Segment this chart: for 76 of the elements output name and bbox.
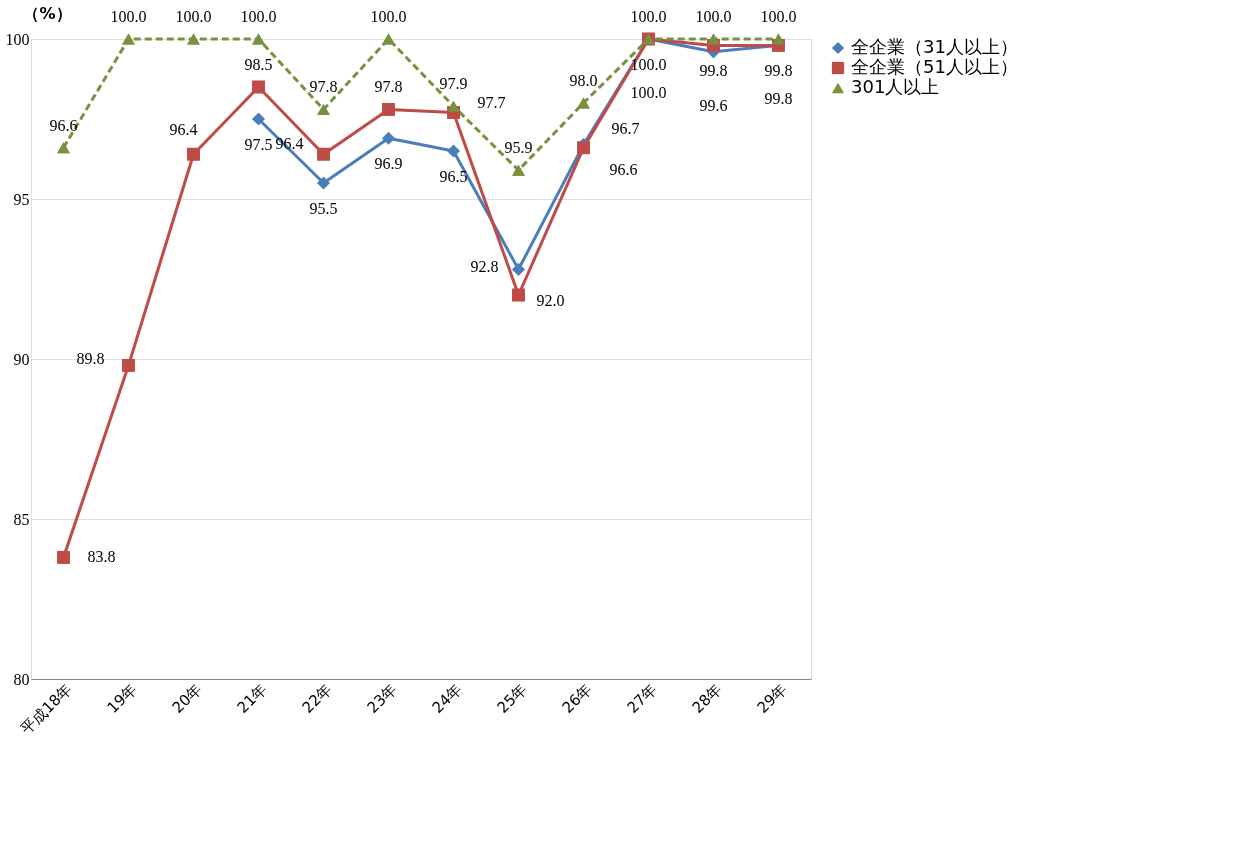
point <box>512 164 525 176</box>
point <box>772 33 785 45</box>
data-label: 100.0 <box>695 8 732 25</box>
data-label: 92.0 <box>536 292 565 309</box>
point <box>317 103 330 115</box>
point <box>512 288 525 302</box>
y-tick-label: 80 <box>13 670 30 688</box>
data-label: 98.0 <box>569 72 598 89</box>
y-tick-label: 95 <box>13 190 30 208</box>
point <box>187 147 200 161</box>
data-label: 96.7 <box>611 119 640 137</box>
data-label: 100.0 <box>630 84 667 101</box>
data-label: 97.8 <box>309 78 338 96</box>
x-tick-label: 22年 <box>298 680 336 717</box>
point <box>122 359 135 372</box>
data-label: 98.5 <box>244 56 273 73</box>
x-tick-label: 27年 <box>623 680 661 717</box>
legend-label: 301人以上 <box>851 76 940 97</box>
point <box>252 112 265 126</box>
data-label: 96.9 <box>374 155 403 173</box>
point <box>382 131 395 145</box>
data-label: 100.0 <box>370 8 407 25</box>
x-tick-label: 26年 <box>558 680 596 717</box>
point <box>317 176 330 190</box>
y-tick-label: 90 <box>13 350 30 368</box>
data-label: 97.8 <box>374 78 403 96</box>
data-label: 100.0 <box>760 8 797 25</box>
data-label: 97.9 <box>439 75 468 93</box>
point <box>57 551 70 564</box>
y-tick-label: 85 <box>13 510 30 528</box>
data-label: 100.0 <box>630 8 667 25</box>
data-label: 100.0 <box>630 56 667 73</box>
data-label: 96.5 <box>439 168 468 185</box>
data-label: 83.8 <box>87 548 116 566</box>
point <box>577 141 590 155</box>
x-tick-label: 24年 <box>428 680 466 717</box>
point <box>577 97 590 109</box>
data-label: 96.6 <box>609 160 638 178</box>
point <box>512 263 525 276</box>
point <box>707 33 720 45</box>
data-label: 99.8 <box>764 90 793 108</box>
x-tick-label: 23年 <box>363 680 401 717</box>
x-tick-label: 29年 <box>753 680 791 717</box>
point <box>382 33 395 45</box>
data-label: 95.5 <box>309 200 338 217</box>
point <box>122 33 135 45</box>
data-label: 96.4 <box>169 121 198 139</box>
data-label: 99.6 <box>699 96 728 114</box>
data-label: 99.8 <box>764 62 793 80</box>
data-label: 100.0 <box>240 8 277 25</box>
x-tick-label: 25年 <box>493 680 531 717</box>
point <box>187 33 200 45</box>
x-tick-label: 20年 <box>168 680 206 717</box>
data-label: 97.7 <box>477 93 506 111</box>
x-tick-label: 19年 <box>103 680 141 717</box>
x-tick-label: 21年 <box>233 680 271 717</box>
y-tick-label: 100 <box>5 30 30 48</box>
legend-label: 全企業（51人以上） <box>851 56 1018 77</box>
data-label: 97.5 <box>244 136 273 153</box>
point <box>317 147 330 161</box>
legend-label: 全企業（31人以上） <box>851 36 1018 57</box>
point <box>447 100 460 112</box>
y-axis-title: （%） <box>23 3 72 23</box>
data-label: 99.8 <box>699 62 728 80</box>
data-label: 96.6 <box>49 116 78 134</box>
data-label: 92.8 <box>470 258 499 276</box>
x-tick-label: 28年 <box>688 680 726 717</box>
data-label: 100.0 <box>175 8 212 25</box>
point <box>447 144 460 158</box>
data-label: 100.0 <box>110 8 147 25</box>
point <box>252 33 265 45</box>
point <box>57 142 70 154</box>
data-label: 89.8 <box>76 350 105 368</box>
point <box>252 80 265 94</box>
point <box>382 103 395 116</box>
data-label: 95.9 <box>504 139 533 157</box>
